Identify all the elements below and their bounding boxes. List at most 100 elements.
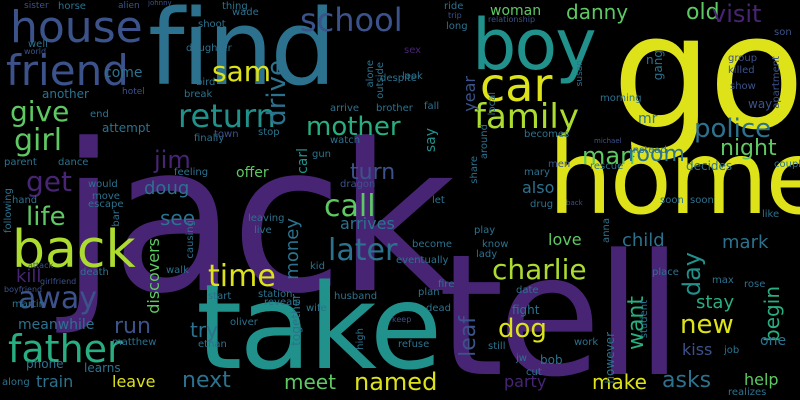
word-visit: visit bbox=[712, 0, 762, 28]
word-end: end bbox=[90, 109, 109, 120]
word-one: one bbox=[760, 333, 787, 349]
word-despite: despite bbox=[380, 73, 417, 84]
word-back-2: back bbox=[566, 199, 583, 207]
word-jack: jack bbox=[60, 101, 456, 339]
word-hand: hand bbox=[12, 195, 38, 206]
word-rescue: rescue bbox=[590, 161, 624, 172]
word-eventually: eventually bbox=[396, 255, 449, 266]
word-horse: horse bbox=[58, 1, 86, 12]
word-mother: mother bbox=[306, 112, 401, 142]
word-help: help bbox=[744, 370, 779, 389]
word-call: call bbox=[324, 189, 376, 224]
word-alone: alone bbox=[365, 60, 376, 88]
word-keep: keep bbox=[392, 315, 412, 324]
word-causing: causing bbox=[185, 220, 196, 259]
word-work: work bbox=[574, 337, 599, 348]
word-tell: tell bbox=[438, 218, 683, 400]
word-date: date bbox=[516, 285, 539, 296]
word-let: let bbox=[432, 195, 445, 206]
word-new: new bbox=[680, 310, 734, 340]
word-town: town bbox=[214, 129, 239, 140]
word-life: life bbox=[26, 202, 66, 232]
word-discovers: discovers bbox=[144, 238, 163, 314]
word-reveals: reveals bbox=[264, 297, 301, 308]
word-along: along bbox=[2, 377, 30, 388]
word-break: break bbox=[184, 89, 213, 100]
word-job: job bbox=[724, 345, 740, 356]
word-n: n bbox=[646, 53, 654, 67]
word-group: group bbox=[728, 53, 758, 64]
word-party: party bbox=[504, 372, 547, 391]
word-boyfriend: boyfriend bbox=[4, 285, 43, 294]
word-leaf: leaf bbox=[456, 316, 481, 357]
word-woman: woman bbox=[490, 3, 542, 19]
word-however: however bbox=[603, 332, 617, 384]
word-police: police bbox=[694, 114, 772, 144]
word-walk: walk bbox=[166, 265, 189, 276]
word-asks: asks bbox=[662, 368, 712, 393]
word-named: named bbox=[354, 368, 438, 396]
word-johnny: johnny bbox=[148, 0, 172, 7]
word-attempt: attempt bbox=[102, 121, 151, 135]
word-well: well bbox=[28, 39, 48, 50]
word-decides: decides bbox=[686, 159, 733, 173]
word-phone: phone bbox=[26, 357, 64, 371]
word-start: start bbox=[208, 291, 232, 302]
word-matthew: matthew bbox=[112, 337, 157, 348]
word-home: home bbox=[548, 119, 800, 238]
word-son: son bbox=[774, 27, 792, 38]
word-danny: danny bbox=[566, 0, 629, 24]
word-see: see bbox=[160, 206, 196, 230]
word-finally: finally bbox=[194, 133, 225, 144]
word-move: move bbox=[92, 191, 120, 202]
word-alien: alien bbox=[118, 1, 140, 11]
word-oliver: oliver bbox=[230, 317, 258, 328]
word-parent: parent bbox=[4, 157, 37, 168]
word-charlie: charlie bbox=[492, 253, 587, 286]
word-men: men bbox=[548, 159, 571, 170]
word-know: know bbox=[482, 239, 509, 250]
word-stay: stay bbox=[696, 292, 735, 313]
word-room: room bbox=[628, 142, 685, 167]
word-couple: couple bbox=[774, 159, 800, 170]
word-trip: trip bbox=[448, 11, 462, 20]
word-max: max bbox=[712, 275, 734, 286]
word-susan: susan bbox=[575, 60, 585, 87]
word-another: another bbox=[42, 87, 89, 101]
word-away: away bbox=[18, 281, 98, 316]
word-car: car bbox=[480, 58, 553, 112]
word-feeling: feeling bbox=[174, 167, 209, 178]
word-show: show bbox=[730, 81, 756, 92]
word-michael: michael bbox=[594, 137, 622, 145]
word-rose: rose bbox=[744, 279, 766, 290]
word-look: look bbox=[402, 71, 423, 82]
word-watch: watch bbox=[330, 135, 361, 146]
word-instead: instead bbox=[630, 145, 667, 156]
word-still: still bbox=[488, 341, 506, 352]
word-man: man bbox=[582, 142, 636, 170]
word-father: father bbox=[8, 327, 123, 371]
word-make: make bbox=[592, 370, 647, 394]
word-cut: cut bbox=[526, 367, 542, 378]
word-take: take bbox=[196, 258, 442, 396]
word-ethan: ethan bbox=[198, 339, 227, 350]
word-morning: morning bbox=[600, 93, 642, 104]
word-sam: sam bbox=[212, 55, 272, 88]
word-old: old bbox=[686, 0, 720, 25]
word-relationship: relationship bbox=[488, 15, 536, 24]
word-husband: husband bbox=[334, 291, 378, 302]
word-long: long bbox=[446, 21, 468, 32]
word-leaving: leaving bbox=[248, 213, 285, 224]
word-year: year bbox=[460, 76, 479, 112]
word-fire: fire bbox=[438, 279, 455, 290]
word-come: come bbox=[104, 65, 143, 81]
word-turn: turn bbox=[350, 160, 396, 185]
word-death: death bbox=[80, 267, 109, 278]
word-stop: stop bbox=[258, 127, 280, 138]
word-mary: mary bbox=[524, 167, 550, 178]
word-find: find bbox=[148, 0, 336, 109]
word-fall: fall bbox=[424, 101, 440, 112]
word-mr: mr bbox=[638, 111, 658, 127]
word-way: way bbox=[748, 97, 773, 111]
